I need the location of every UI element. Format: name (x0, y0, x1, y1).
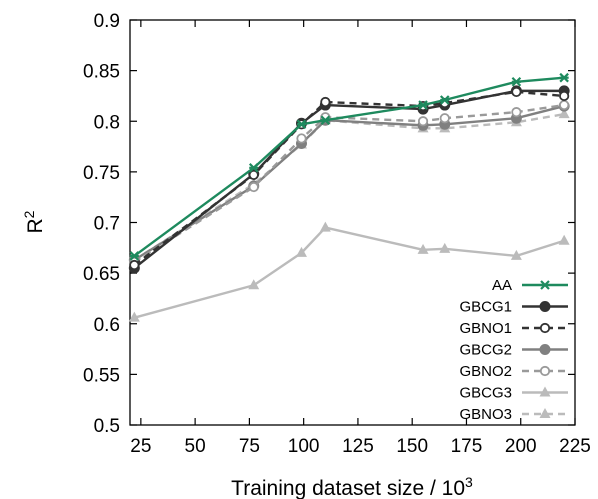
y-tick-label: 0.6 (94, 315, 120, 336)
y-tick-label: 0.5 (94, 416, 120, 437)
legend-marker (539, 365, 551, 377)
x-tick-label: 25 (130, 436, 151, 457)
data-point (511, 86, 522, 97)
legend-marker (539, 301, 551, 312)
data-point (129, 251, 140, 261)
legend-label: GBCG2 (459, 342, 512, 359)
x-tick-label: 225 (559, 436, 591, 457)
series-gbno3 (128, 108, 570, 264)
data-point (559, 72, 569, 83)
data-point (319, 221, 331, 232)
y-axis-title-sup: 2 (21, 210, 37, 218)
data-point (248, 279, 260, 290)
series-line (133, 104, 565, 261)
data-point (418, 100, 428, 110)
legend-label: GBCG3 (459, 385, 512, 402)
data-point (128, 311, 140, 322)
x-tick-label: 150 (396, 436, 428, 457)
legend-label: GBNO2 (459, 363, 512, 380)
series-gbcg1 (128, 85, 570, 274)
x-tick-label: 125 (342, 436, 374, 457)
data-point (295, 246, 307, 257)
legend-marker (539, 322, 551, 334)
data-point (129, 259, 140, 271)
y-tick-label: 0.85 (83, 62, 120, 83)
axis-ticks: 0.5 0.55 0.6 0.65 0.7 0.75 0.8 0.85 0.9 25 50 75 100… (83, 11, 591, 457)
legend: AA GBCG1 GBNO1 GBCG2 GBNO2 GBCG3 GBNO3 (459, 277, 568, 423)
series-line (133, 76, 565, 257)
series-line (133, 103, 565, 264)
y-tick-label: 0.9 (94, 11, 120, 32)
legend-label: AA (492, 277, 512, 294)
series-gbno1 (129, 86, 570, 271)
series-aa (129, 72, 569, 261)
legend-marker (539, 344, 551, 355)
legend-marker (539, 386, 551, 397)
data-point (439, 242, 451, 253)
data-point (320, 96, 331, 108)
data-point (439, 113, 450, 124)
data-point (511, 76, 522, 87)
data-point (559, 90, 570, 102)
x-axis-title: Training dataset size / 103 (231, 474, 473, 499)
data-point (417, 116, 429, 127)
x-axis-title-text: Training dataset size / 10 (231, 477, 465, 499)
legend-label: GBCG1 (459, 299, 512, 316)
data-point (558, 234, 570, 245)
data-point (248, 163, 259, 173)
y-tick-label: 0.65 (83, 264, 120, 285)
y-tick-label: 0.7 (94, 214, 120, 235)
data-point (248, 169, 259, 181)
y-axis-title: R2 (21, 210, 47, 233)
series-line (133, 90, 565, 266)
x-axis-title-sup: 3 (465, 474, 473, 490)
y-axis-title-text: R (24, 218, 47, 233)
data-point (511, 107, 522, 118)
y-tick-label: 0.75 (83, 163, 120, 184)
data-point (296, 133, 307, 144)
series-gbcg2 (128, 100, 570, 266)
legend-marker (539, 408, 551, 418)
x-tick-label: 100 (288, 436, 320, 457)
data-point (296, 119, 307, 130)
data-point (320, 115, 331, 126)
y-tick-label: 0.8 (94, 112, 120, 133)
data-point (439, 95, 450, 105)
data-point (248, 181, 259, 193)
series-line (133, 112, 565, 261)
x-tick-label: 175 (451, 436, 483, 457)
series-gbno2 (129, 99, 570, 268)
y-tick-label: 0.55 (83, 365, 120, 386)
series-line (134, 226, 565, 319)
data-point (510, 249, 522, 260)
x-tick-label: 200 (505, 436, 537, 457)
legend-label: GBNO1 (459, 320, 512, 337)
data-point (558, 108, 570, 119)
series-layer (128, 72, 570, 322)
series-gbcg3 (128, 221, 570, 322)
x-tick-label: 50 (185, 436, 206, 457)
legend-label: GBNO3 (459, 406, 512, 423)
data-point (417, 243, 429, 254)
x-tick-label: 75 (239, 436, 260, 457)
data-point (559, 99, 570, 111)
legend-marker (540, 280, 550, 290)
